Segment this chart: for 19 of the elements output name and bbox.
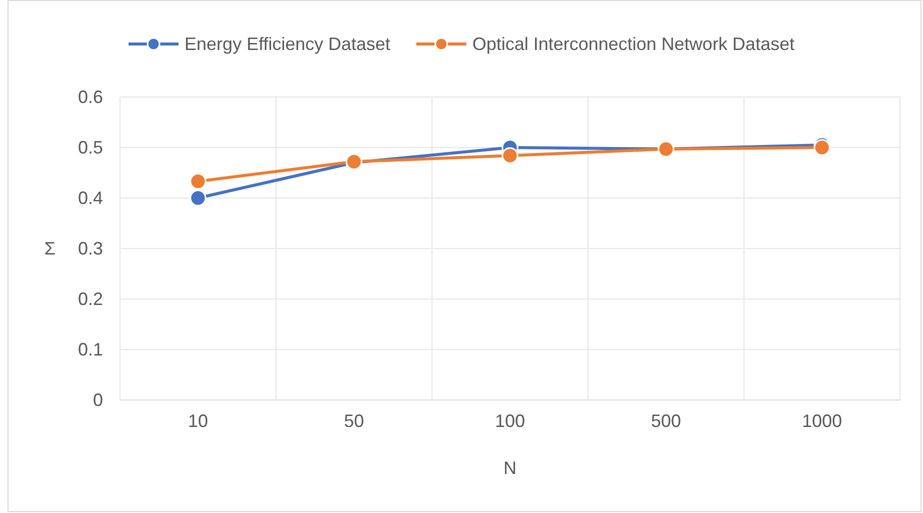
y-tick-label: 0.3 [78,238,103,258]
x-tick-label: 1000 [802,410,842,431]
y-tick-label: 0.4 [78,188,103,208]
y-tick-label: 0.5 [78,137,103,158]
point [190,173,206,190]
y-tick-label: 0 [92,390,103,410]
y-tick-label: 0.1 [78,339,103,360]
y-tick-label: 0.6 [78,86,103,107]
y-tick-label: 0.2 [78,288,103,309]
y-axis-title: Σ [44,238,56,258]
legend-label: Energy Efficiency Dataset [184,34,390,54]
legend-label: Optical Interconnection Network Dataset [472,34,794,54]
x-tick-label: 50 [344,410,364,431]
x-tick-label: 500 [650,410,682,431]
point [502,147,518,164]
x-tick-label: 10 [188,410,208,431]
point [190,190,206,206]
x-axis-title: N [504,458,516,478]
x-tick-label: 100 [494,410,526,431]
